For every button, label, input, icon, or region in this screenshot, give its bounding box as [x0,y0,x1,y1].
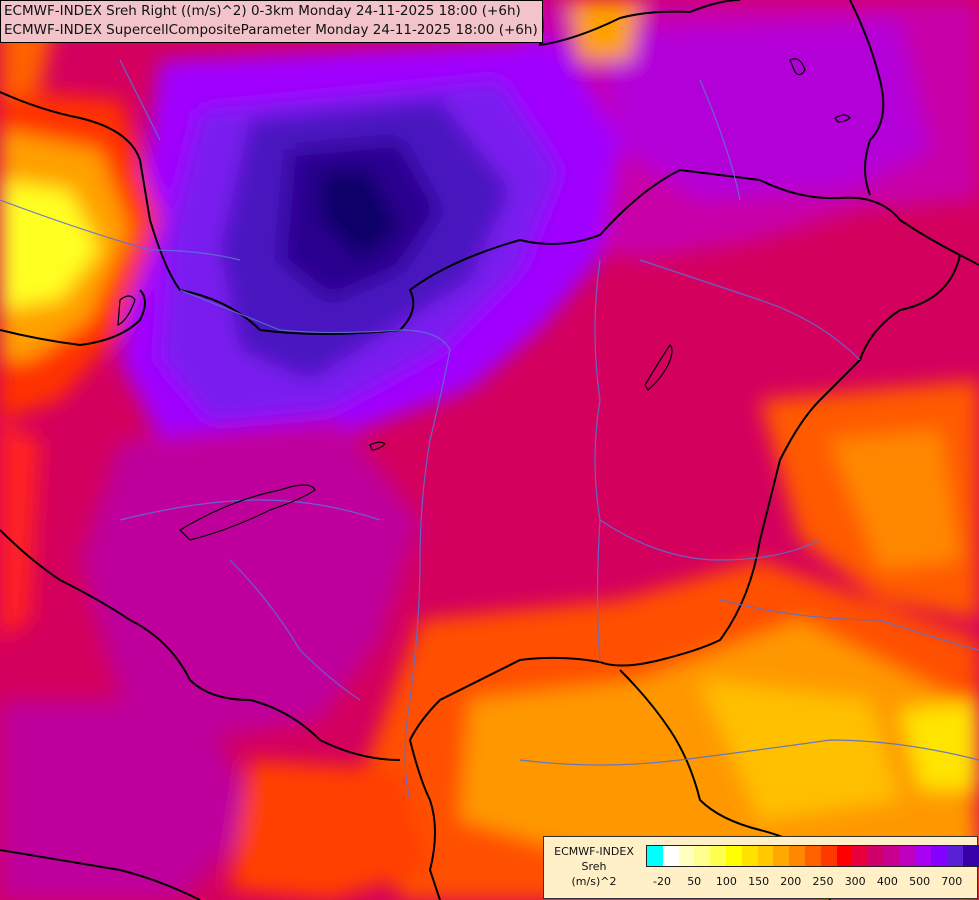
legend-tick-label: 50 [687,875,702,888]
legend-model: ECMWF-INDEX [554,845,634,858]
legend-swatch [820,846,837,866]
legend-tick-label: 300 [844,875,866,888]
legend-swatch [773,846,790,866]
legend-swatch [710,846,726,866]
rivers [0,59,979,801]
legend-swatch [899,846,916,866]
legend-swatch [947,846,963,866]
legend-swatch [678,846,695,866]
legend-swatch [868,846,884,866]
legend-unit: (m/s)^2 [571,875,617,888]
legend-swatch [662,846,679,866]
legend-tick-label: 700 [941,875,963,888]
legend-swatch [852,846,869,866]
legend-tick-label: 200 [780,875,802,888]
legend-tick-label: 400 [876,875,898,888]
legend-tick-label: 500 [909,875,931,888]
lakes [117,58,851,541]
legend-swatch [836,846,853,866]
legend-labels: ECMWF-INDEX Sreh (m/s)^2 [544,844,644,889]
legend-swatch [883,846,900,866]
legend-swatch [694,846,711,866]
legend-color-scale [646,845,979,867]
legend-swatch [931,846,948,866]
legend-swatch [741,846,758,866]
legend-swatch [915,846,932,866]
title-line-1: ECMWF-INDEX Sreh Right ((m/s)^2) 0-3km M… [4,3,521,19]
title-line-2: ECMWF-INDEX SupercellCompositeParameter … [4,22,538,38]
legend-swatch [647,846,663,866]
legend-tick-labels: -20 50 100 150 200 250 300 400 500 700 [646,875,976,889]
legend-tick-label: 150 [748,875,770,888]
legend-swatch [725,846,742,866]
legend-swatch [757,846,774,866]
legend-parameter: Sreh [581,860,607,873]
color-legend: ECMWF-INDEX Sreh (m/s)^2 -20 50 100 150 200 2… [543,836,979,899]
legend-swatch [789,846,805,866]
legend-tick-label: 250 [812,875,834,888]
legend-tick-label: 100 [715,875,737,888]
legend-swatch [962,846,979,866]
legend-swatch [804,846,821,866]
legend-tick-label: -20 [653,875,671,888]
map-title-box: ECMWF-INDEX Sreh Right ((m/s)^2) 0-3km M… [0,0,543,43]
